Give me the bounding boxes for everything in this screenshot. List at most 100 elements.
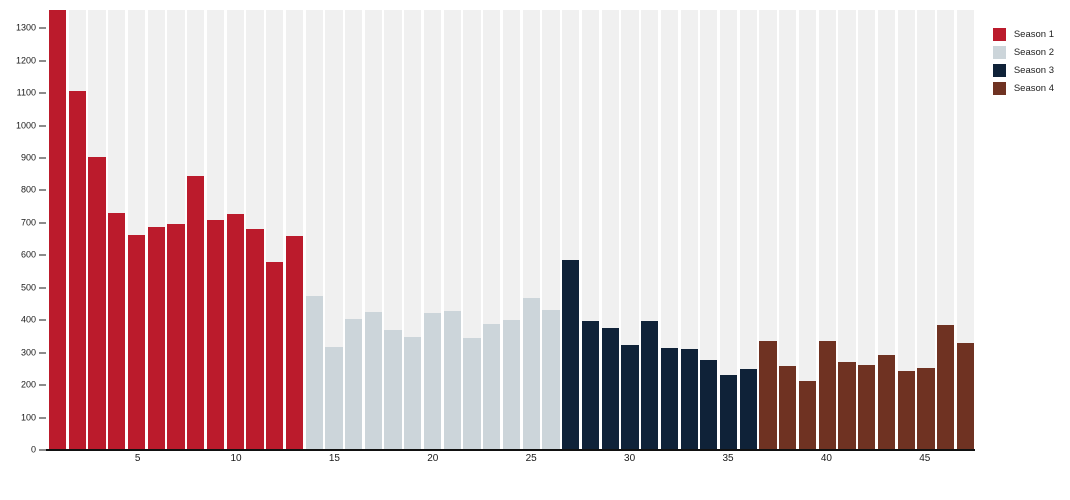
bar-slot-episode-15 bbox=[325, 10, 343, 450]
bar-slot-episode-9 bbox=[206, 10, 225, 450]
plot-area bbox=[49, 10, 975, 450]
y-tick-mark bbox=[39, 60, 46, 62]
bar-season-2-episode-15 bbox=[325, 347, 343, 450]
bar-slot-episode-39 bbox=[798, 10, 817, 450]
y-tick-mark bbox=[39, 222, 46, 224]
bar-slot-episode-5 bbox=[127, 10, 146, 450]
bar-slot-episode-28 bbox=[581, 10, 600, 450]
bar-season-4-episode-47 bbox=[956, 342, 975, 450]
bar-slot-episode-30 bbox=[621, 10, 639, 450]
bar-slot-episode-33 bbox=[680, 10, 698, 450]
bar-slot-episode-43 bbox=[877, 10, 896, 450]
x-axis-line bbox=[46, 449, 975, 451]
bar-season-1-episode-12 bbox=[266, 262, 284, 450]
y-tick-mark bbox=[39, 92, 46, 94]
bar-season-4-episode-40 bbox=[818, 341, 836, 450]
bar-season-2-episode-14 bbox=[305, 295, 323, 450]
legend-swatch-icon bbox=[992, 46, 1006, 59]
x-tick-label: 45 bbox=[919, 453, 931, 464]
bar-season-2-episode-17 bbox=[364, 312, 382, 450]
x-tick-label: 40 bbox=[820, 453, 832, 464]
bar-season-2-episode-25 bbox=[522, 298, 540, 450]
bar-slot-episode-45 bbox=[917, 10, 935, 450]
bar-background-band bbox=[779, 10, 797, 450]
bar-slot-episode-36 bbox=[739, 10, 757, 450]
bar-season-2-episode-22 bbox=[463, 337, 481, 450]
y-tick: 700 bbox=[21, 218, 46, 227]
bar-background-band bbox=[719, 10, 738, 450]
bar-background-band bbox=[858, 10, 876, 450]
bar-season-4-episode-46 bbox=[937, 325, 955, 450]
bar-slot-episode-21 bbox=[443, 10, 461, 450]
bar-slot-episode-11 bbox=[246, 10, 264, 450]
x-tick-label: 35 bbox=[722, 453, 734, 464]
bar-slot-episode-16 bbox=[345, 10, 363, 450]
y-tick: 300 bbox=[21, 348, 46, 357]
bar-slot-episode-42 bbox=[858, 10, 876, 450]
bar-background-band bbox=[325, 10, 343, 450]
bar-background-band bbox=[956, 10, 975, 450]
y-tick-label: 300 bbox=[20, 347, 36, 358]
bar-season-4-episode-42 bbox=[858, 365, 876, 450]
bar-slot-episode-17 bbox=[364, 10, 382, 450]
bar-season-1-episode-9 bbox=[206, 220, 225, 450]
bar-slot-episode-32 bbox=[660, 10, 678, 450]
bar-slot-episode-10 bbox=[226, 10, 244, 450]
bar-slot-episode-2 bbox=[68, 10, 86, 450]
y-tick-label: 600 bbox=[20, 249, 36, 260]
legend-item-season-3: Season 3 bbox=[992, 64, 1054, 77]
bar-season-4-episode-45 bbox=[917, 367, 935, 450]
legend-label: Season 3 bbox=[1013, 64, 1054, 76]
bar-season-2-episode-19 bbox=[404, 337, 422, 450]
bar-slot-episode-35 bbox=[719, 10, 738, 450]
bar-background-band bbox=[818, 10, 836, 450]
bar-slot-episode-40 bbox=[818, 10, 836, 450]
bar-season-3-episode-36 bbox=[739, 369, 757, 450]
y-tick: 1000 bbox=[16, 121, 46, 130]
bar-slot-episode-20 bbox=[423, 10, 442, 450]
y-tick-label: 0 bbox=[30, 444, 36, 455]
bar-background-band bbox=[739, 10, 757, 450]
bar-season-4-episode-39 bbox=[798, 380, 817, 450]
bar-slot-episode-29 bbox=[601, 10, 619, 450]
bar-season-1-episode-4 bbox=[108, 213, 126, 450]
bar-season-4-episode-44 bbox=[897, 371, 915, 450]
y-tick-label: 1200 bbox=[15, 55, 36, 66]
bar-season-4-episode-37 bbox=[759, 341, 777, 450]
legend-label: Season 1 bbox=[1013, 28, 1054, 40]
y-tick-mark bbox=[39, 417, 46, 419]
bar-season-2-episode-16 bbox=[345, 318, 363, 450]
bar-slot-episode-27 bbox=[562, 10, 580, 450]
y-tick: 0 bbox=[30, 444, 46, 455]
y-tick-mark bbox=[39, 352, 46, 354]
y-tick: 600 bbox=[20, 249, 46, 260]
y-tick-mark bbox=[39, 449, 46, 451]
bar-season-2-episode-18 bbox=[384, 329, 402, 450]
y-tick-label: 800 bbox=[20, 184, 36, 195]
bar-background-band bbox=[838, 10, 856, 450]
bar-background-band bbox=[621, 10, 639, 450]
bar-season-2-episode-23 bbox=[483, 323, 501, 450]
y-tick: 900 bbox=[21, 153, 46, 163]
y-tick-mark bbox=[39, 27, 46, 29]
legend-item-season-1: Season 1 bbox=[992, 28, 1054, 41]
y-tick-mark bbox=[39, 125, 46, 126]
legend-label: Season 4 bbox=[1013, 82, 1054, 94]
bar-season-1-episode-7 bbox=[167, 224, 185, 450]
x-tick-label: 30 bbox=[624, 453, 636, 464]
bar-slot-episode-24 bbox=[502, 10, 521, 450]
bar-season-3-episode-27 bbox=[562, 260, 580, 450]
bar-slot-episode-23 bbox=[483, 10, 501, 450]
bar-season-1-episode-5 bbox=[127, 235, 146, 450]
bar-season-1-episode-2 bbox=[68, 91, 86, 450]
x-axis-labels: 5 10 15 20 25 30 35 40 45 bbox=[49, 453, 974, 469]
bar-season-2-episode-26 bbox=[542, 309, 560, 450]
y-tick: 400 bbox=[21, 315, 46, 325]
bar-background-band bbox=[759, 10, 777, 450]
bar-background-band bbox=[897, 10, 915, 450]
bar-slot-episode-12 bbox=[266, 10, 284, 450]
y-tick-mark bbox=[39, 157, 46, 159]
legend-swatch-icon bbox=[992, 64, 1006, 77]
bar-slot-episode-8 bbox=[187, 10, 205, 450]
